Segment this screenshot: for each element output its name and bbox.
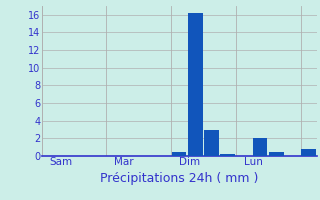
Bar [172, 152, 187, 156]
Bar [269, 152, 284, 156]
X-axis label: Précipitations 24h ( mm ): Précipitations 24h ( mm ) [100, 172, 258, 185]
Bar [188, 13, 203, 156]
Bar [253, 138, 268, 156]
Bar [301, 149, 316, 156]
Bar [220, 154, 235, 156]
Bar [204, 130, 219, 156]
